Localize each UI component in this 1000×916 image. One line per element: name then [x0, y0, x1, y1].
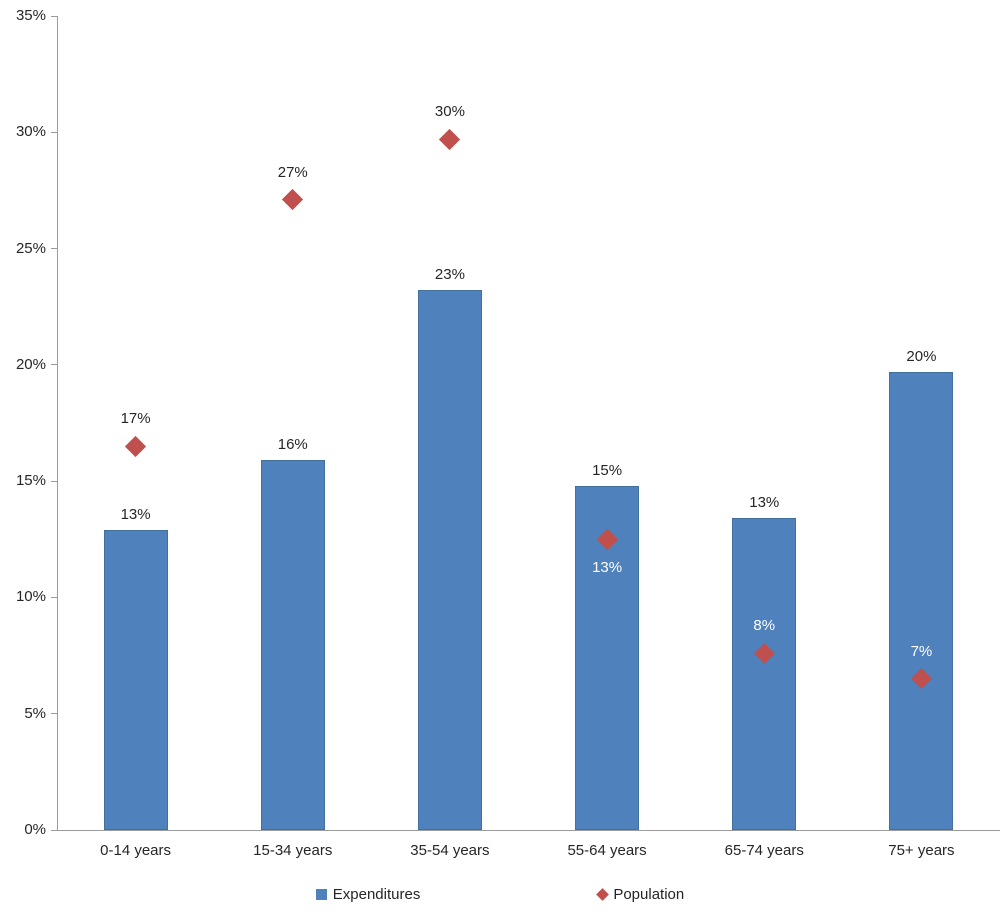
population-diamond-icon	[596, 888, 610, 901]
legend-item-expenditures: Expenditures	[315, 886, 421, 903]
population-diamond-marker	[439, 128, 461, 150]
legend-label-expenditures: Expenditures	[332, 886, 421, 903]
y-axis-tick	[51, 364, 57, 366]
population-data-label: 7%	[910, 642, 933, 660]
x-axis-category-label: 65-74 years	[724, 842, 804, 859]
population-data-label: 8%	[753, 617, 776, 635]
expenditures-data-label: 15%	[592, 461, 623, 479]
x-axis-line	[57, 830, 1000, 831]
population-data-label: 30%	[434, 103, 465, 121]
y-axis-tick	[51, 829, 57, 831]
y-axis-tick	[51, 131, 57, 133]
expenditures-data-label: 16%	[277, 436, 308, 454]
x-axis-category-label: 15-34 years	[253, 842, 333, 859]
expenditures-bar	[732, 518, 797, 830]
expenditures-bar	[417, 290, 482, 830]
y-axis-tick	[51, 713, 57, 715]
expenditures-square-icon	[315, 889, 327, 900]
y-axis-tick-label: 25%	[15, 239, 46, 257]
x-axis-category-label: 55-64 years	[567, 842, 647, 859]
expenditures-bar	[260, 460, 325, 830]
y-axis-tick-label: 5%	[24, 704, 46, 722]
y-axis-tick	[51, 248, 57, 250]
y-axis-tick	[51, 480, 57, 482]
y-axis-tick	[51, 596, 57, 598]
population-data-label: 13%	[592, 559, 623, 577]
y-axis-tick-label: 0%	[24, 821, 46, 838]
y-axis-tick-label: 35%	[15, 7, 46, 24]
y-axis-tick-label: 20%	[15, 355, 46, 373]
legend-label-population: Population	[613, 886, 685, 903]
y-axis-tick-label: 30%	[15, 123, 46, 141]
y-axis-tick	[51, 15, 57, 17]
expenditures-data-label: 20%	[906, 347, 937, 365]
expenditures-data-label: 13%	[120, 505, 151, 523]
legend: Expenditures Population	[0, 886, 1000, 903]
expenditures-data-label: 13%	[749, 494, 780, 512]
y-axis-line	[57, 16, 58, 830]
population-data-label: 17%	[120, 410, 151, 428]
x-axis-category-label: 0-14 years	[100, 842, 172, 859]
expenditures-data-label: 23%	[434, 266, 465, 284]
x-axis-category-label: 75+ years	[888, 842, 955, 859]
expenditures-bar	[889, 371, 954, 830]
expenditures-bar	[103, 529, 168, 830]
population-diamond-marker	[282, 189, 304, 211]
y-axis-tick-label: 15%	[15, 472, 46, 490]
population-diamond-marker	[124, 435, 147, 457]
y-axis-tick-label: 10%	[15, 588, 46, 606]
legend-item-population: Population	[596, 886, 685, 903]
population-data-label: 27%	[277, 163, 308, 181]
x-axis-category-label: 35-54 years	[410, 842, 490, 859]
